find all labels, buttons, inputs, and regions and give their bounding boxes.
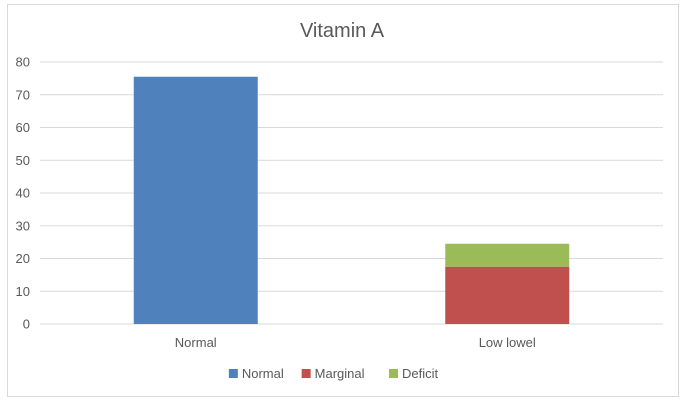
legend-label-normal: Normal — [242, 366, 284, 381]
chart-title: Vitamin A — [300, 20, 385, 42]
legend-label-deficit: Deficit — [402, 366, 439, 381]
y-tick-label: 80 — [16, 55, 30, 70]
y-tick-label: 50 — [16, 153, 30, 168]
bar-normal-0 — [133, 76, 258, 324]
y-axis: 0 10 20 30 40 50 60 70 80 — [16, 55, 30, 332]
x-axis: Normal Low lowel — [175, 335, 536, 350]
x-tick-label: Normal — [175, 335, 217, 350]
y-tick-label: 40 — [16, 186, 30, 201]
y-tick-label: 0 — [23, 317, 30, 332]
bar-marginal-1 — [445, 266, 570, 324]
grid — [40, 61, 663, 325]
x-tick-label: Low lowel — [479, 335, 536, 350]
legend-swatch-marginal — [301, 369, 311, 378]
bar-deficit-1 — [445, 243, 570, 267]
legend: Normal Marginal Deficit — [228, 366, 439, 381]
chart-frame — [7, 4, 679, 397]
legend-label-marginal: Marginal — [315, 366, 365, 381]
bars — [133, 76, 570, 324]
y-tick-label: 20 — [16, 251, 30, 266]
y-tick-label: 60 — [16, 120, 30, 135]
y-tick-label: 10 — [16, 284, 30, 299]
legend-swatch-deficit — [389, 369, 399, 378]
legend-swatch-normal — [228, 369, 238, 378]
y-tick-label: 70 — [16, 87, 30, 102]
y-tick-label: 30 — [16, 218, 30, 233]
